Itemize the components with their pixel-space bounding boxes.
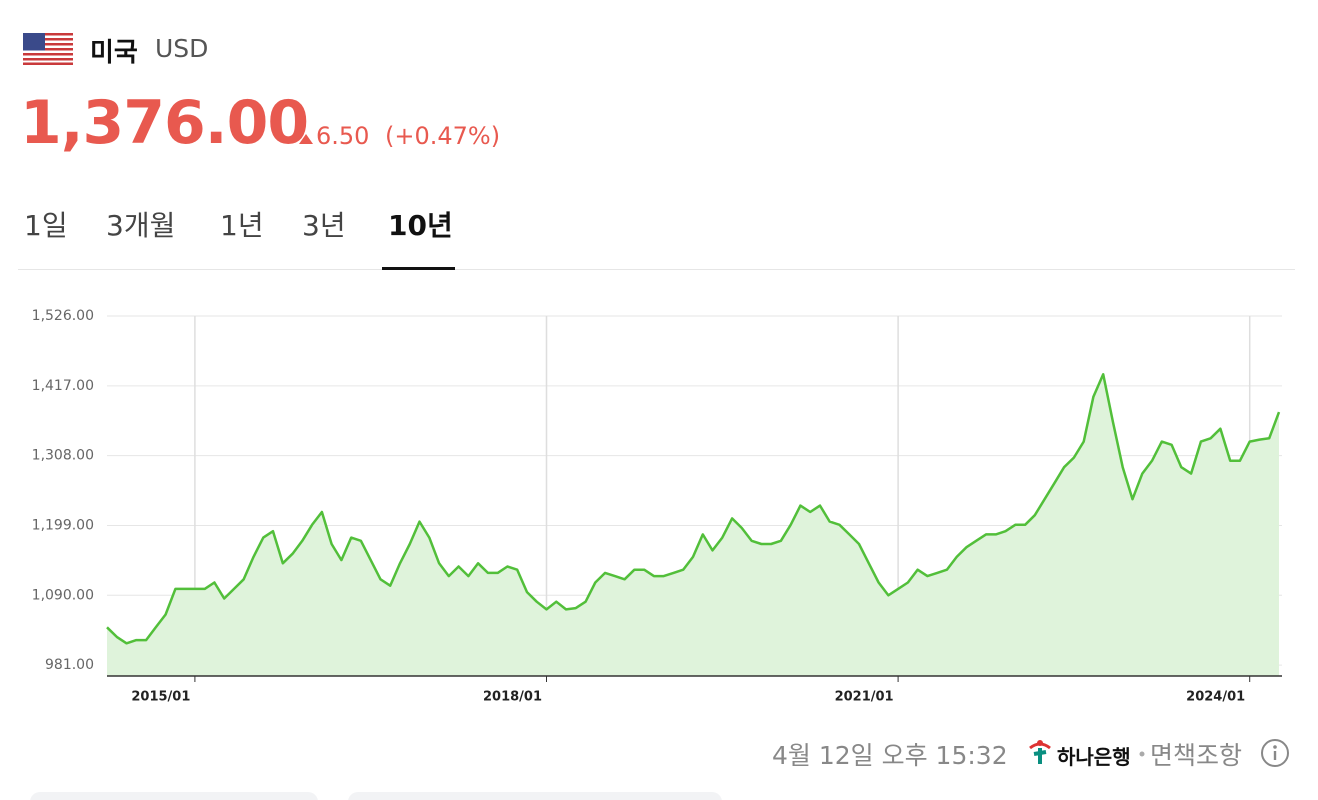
bank-logo: [1029, 740, 1051, 764]
y-tick-label: 981.00: [45, 657, 94, 673]
y-tick-label: 1,090.00: [32, 587, 94, 603]
up-triangle: [299, 134, 313, 144]
period-tab[interactable]: 1일: [24, 209, 68, 242]
x-tick-label: 2015/01: [131, 690, 190, 705]
disclaimer-link[interactable]: 면책조항: [1150, 741, 1243, 770]
separator-dot: [1139, 751, 1145, 757]
flag-icon: [23, 33, 73, 65]
card: [30, 792, 318, 800]
period-tab[interactable]: 3년: [302, 209, 346, 242]
bank-name: 하나은행: [1057, 745, 1131, 769]
period-tab[interactable]: 3개월: [106, 209, 176, 242]
divider: [18, 269, 1295, 270]
y-tick-label: 1,199.00: [32, 517, 94, 533]
period-tab[interactable]: 1년: [220, 209, 264, 242]
card: [348, 792, 722, 800]
chart: 981.00 1,090.00 1,199.00 1,308.00 1,417.00 1,…: [32, 308, 1282, 705]
y-tick-label: 1,308.00: [32, 448, 94, 464]
line: [106, 373, 1281, 645]
period-tab[interactable]: 10년: [388, 209, 453, 242]
y-tick-label: 1,526.00: [32, 308, 94, 324]
y-tick-label: 1,417.00: [32, 378, 94, 394]
change-percent: (+0.47%): [385, 122, 501, 150]
area: [107, 374, 1279, 676]
active-tab-underline: [382, 267, 455, 270]
currency-code: USD: [155, 34, 209, 63]
info-icon[interactable]: [1260, 738, 1290, 768]
change: 6.50: [316, 122, 370, 150]
x-tick-label: 2021/01: [835, 690, 894, 705]
price: 1,376.00: [20, 88, 309, 158]
x-tick-label: 2018/01: [483, 690, 542, 705]
update-time: 4월 12일 오후 15:32: [772, 741, 1008, 770]
currency-name: 미국: [90, 38, 138, 68]
x-tick-label: 2024/01: [1186, 690, 1245, 705]
